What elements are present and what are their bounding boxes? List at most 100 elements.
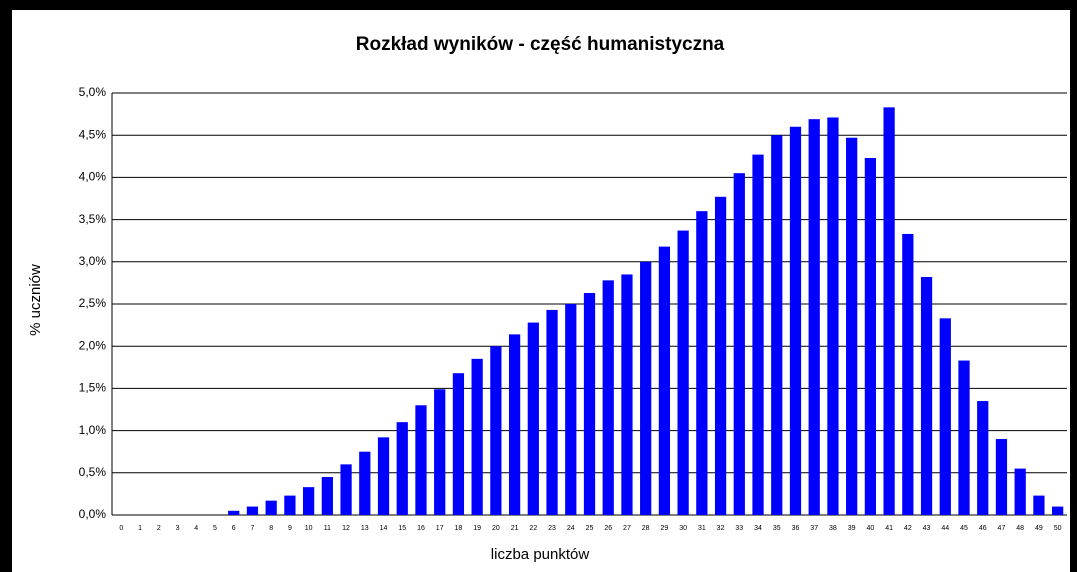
x-tick-label: 34 xyxy=(754,525,762,532)
bar xyxy=(284,495,296,515)
bar xyxy=(359,451,371,515)
x-tick-label: 27 xyxy=(623,525,631,532)
x-tick-label: 12 xyxy=(342,525,350,532)
x-tick-label: 2 xyxy=(157,525,161,532)
x-tick-label: 16 xyxy=(417,525,425,532)
x-tick-label: 42 xyxy=(904,525,912,532)
bar xyxy=(864,157,876,515)
bar xyxy=(452,373,465,515)
bar xyxy=(883,107,895,516)
bar xyxy=(733,173,745,515)
bar xyxy=(771,135,783,515)
bar xyxy=(920,276,933,515)
x-tick-label: 23 xyxy=(548,525,556,532)
bar xyxy=(846,137,858,515)
bar xyxy=(696,211,708,515)
bar xyxy=(827,117,839,515)
x-tick-label: 38 xyxy=(829,525,837,532)
x-axis-title: liczba punktów xyxy=(491,546,590,563)
x-tick-label: 17 xyxy=(436,525,444,532)
x-tick-label: 10 xyxy=(305,525,313,532)
bar xyxy=(265,500,277,515)
x-tick-label: 13 xyxy=(361,525,369,532)
x-tick-label: 31 xyxy=(698,525,706,532)
x-tick-label: 14 xyxy=(380,525,388,532)
x-tick-label: 6 xyxy=(232,525,236,532)
bar xyxy=(602,280,614,515)
chart-title: Rozkład wyników - część humanistyczna xyxy=(356,34,725,55)
bar xyxy=(321,477,333,515)
y-tick-label: 3,5% xyxy=(79,212,107,226)
bar xyxy=(565,304,577,515)
x-tick-label: 48 xyxy=(1016,525,1024,532)
y-tick-label: 0,0% xyxy=(79,507,107,521)
x-tick-label: 41 xyxy=(885,525,893,532)
bar xyxy=(471,358,483,515)
bar xyxy=(640,261,652,515)
bar xyxy=(396,422,408,515)
x-tick-label: 40 xyxy=(866,525,874,532)
bar xyxy=(789,126,802,515)
bar xyxy=(958,360,970,515)
bar xyxy=(808,119,820,515)
y-tick-label: 4,0% xyxy=(79,170,107,184)
x-tick-label: 0 xyxy=(119,525,123,532)
x-tick-label: 50 xyxy=(1054,525,1062,532)
x-tick-label: 32 xyxy=(717,525,725,532)
x-tick-label: 24 xyxy=(567,525,575,532)
bar xyxy=(246,506,259,515)
bar xyxy=(546,309,558,515)
bar xyxy=(527,322,539,515)
x-tick-label: 46 xyxy=(979,525,987,532)
x-tick-label: 3 xyxy=(176,525,180,532)
x-tick-label: 20 xyxy=(492,525,500,532)
y-tick-label: 5,0% xyxy=(79,85,107,99)
x-tick-label: 11 xyxy=(324,525,331,532)
x-tick-label: 47 xyxy=(998,525,1006,532)
bar xyxy=(434,389,446,515)
x-tick-label: 18 xyxy=(455,525,463,532)
bar xyxy=(939,318,951,515)
x-tick-label: 37 xyxy=(810,525,818,532)
y-tick-label: 1,5% xyxy=(79,381,107,395)
x-tick-label: 36 xyxy=(792,525,800,532)
y-axis-title: % uczniów xyxy=(27,264,44,336)
bar xyxy=(508,334,521,515)
x-tick-label: 33 xyxy=(735,525,743,532)
bar xyxy=(752,154,764,515)
x-tick-label: 44 xyxy=(941,525,949,532)
x-tick-label: 30 xyxy=(679,525,687,532)
x-tick-label: 21 xyxy=(511,525,519,532)
y-tick-label: 0,5% xyxy=(79,465,107,479)
bar xyxy=(977,401,989,515)
x-tick-label: 1 xyxy=(138,525,142,532)
x-tick-label: 15 xyxy=(398,525,406,532)
bar xyxy=(1014,468,1026,515)
x-tick-label: 28 xyxy=(642,525,650,532)
bar xyxy=(340,464,352,515)
bar xyxy=(303,487,315,515)
x-tick-label: 26 xyxy=(604,525,612,532)
bar xyxy=(228,510,240,515)
x-tick-label: 45 xyxy=(960,525,968,532)
x-tick-label: 19 xyxy=(473,525,481,532)
x-tick-label: 49 xyxy=(1035,525,1043,532)
x-tick-label: 25 xyxy=(586,525,594,532)
x-tick-label: 7 xyxy=(250,525,254,532)
y-tick-label: 1,0% xyxy=(79,423,107,437)
bar xyxy=(677,230,689,515)
y-tick-label: 3,0% xyxy=(79,254,107,268)
y-tick-label: 4,5% xyxy=(79,127,107,141)
x-tick-label: 43 xyxy=(923,525,931,532)
bar xyxy=(490,346,502,515)
x-tick-label: 5 xyxy=(213,525,217,532)
x-tick-label: 35 xyxy=(773,525,781,532)
x-tick-label: 29 xyxy=(661,525,669,532)
bar xyxy=(377,437,390,515)
x-tick-label: 39 xyxy=(848,525,856,532)
bar xyxy=(583,293,596,515)
y-tick-label: 2,0% xyxy=(79,338,107,352)
bar xyxy=(995,439,1008,515)
x-tick-label: 22 xyxy=(529,525,537,532)
